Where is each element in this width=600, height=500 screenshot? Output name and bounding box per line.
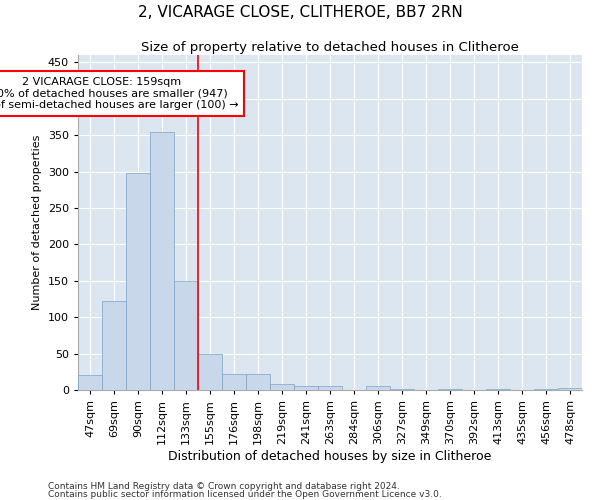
Bar — [366, 386, 390, 390]
X-axis label: Distribution of detached houses by size in Clitheroe: Distribution of detached houses by size … — [169, 450, 491, 462]
Bar — [246, 374, 270, 390]
Bar — [126, 173, 150, 390]
Bar — [222, 374, 246, 390]
Text: 2 VICARAGE CLOSE: 159sqm
← 90% of detached houses are smaller (947)
10% of semi-: 2 VICARAGE CLOSE: 159sqm ← 90% of detach… — [0, 77, 238, 110]
Bar — [318, 386, 342, 390]
Bar — [270, 384, 294, 390]
Bar — [294, 386, 318, 390]
Y-axis label: Number of detached properties: Number of detached properties — [32, 135, 42, 310]
Bar — [438, 388, 462, 390]
Bar — [174, 281, 198, 390]
Bar — [102, 301, 126, 390]
Bar — [198, 354, 222, 390]
Text: Contains public sector information licensed under the Open Government Licence v3: Contains public sector information licen… — [48, 490, 442, 499]
Bar — [558, 388, 582, 390]
Text: 2, VICARAGE CLOSE, CLITHEROE, BB7 2RN: 2, VICARAGE CLOSE, CLITHEROE, BB7 2RN — [137, 5, 463, 20]
Title: Size of property relative to detached houses in Clitheroe: Size of property relative to detached ho… — [141, 41, 519, 54]
Bar — [390, 388, 414, 390]
Bar — [78, 376, 102, 390]
Bar — [150, 132, 174, 390]
Text: Contains HM Land Registry data © Crown copyright and database right 2024.: Contains HM Land Registry data © Crown c… — [48, 482, 400, 491]
